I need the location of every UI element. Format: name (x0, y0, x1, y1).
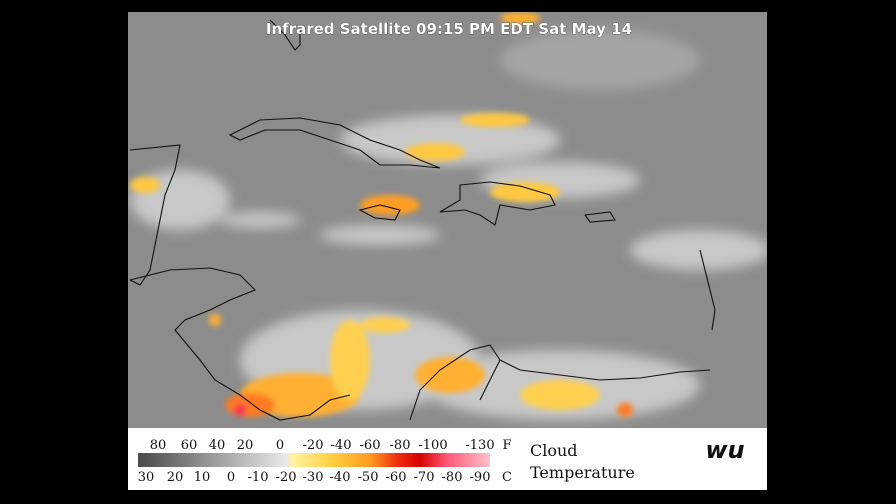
fahrenheit-label: -100 (418, 438, 447, 453)
fahrenheit-label: 60 (181, 438, 198, 453)
fahrenheit-label: -20 (303, 438, 324, 453)
celsius-label: -70 (414, 470, 435, 485)
celsius-label: -50 (358, 470, 379, 485)
legend-caption: Cloud (530, 441, 578, 460)
logo: wu (705, 436, 744, 464)
celsius-label: 30 (138, 470, 155, 485)
color-scale (138, 453, 490, 467)
fahrenheit-label: -60 (360, 438, 381, 453)
image-title: Infrared Satellite 09:15 PM EDT Sat May … (266, 20, 632, 38)
celsius-label: -20 (276, 470, 297, 485)
celsius-label: -10 (248, 470, 269, 485)
satellite-image (128, 12, 767, 428)
legend: Cloud Temperature wu (128, 428, 767, 490)
fahrenheit-label: -40 (331, 438, 352, 453)
coastlines (129, 19, 716, 421)
celsius-label: 0 (227, 470, 235, 485)
celsius-unit: C (502, 470, 512, 485)
legend-caption: Temperature (530, 463, 635, 482)
celsius-label: -90 (470, 470, 491, 485)
celsius-label: 20 (167, 470, 184, 485)
fahrenheit-label: 80 (150, 438, 167, 453)
celsius-label: -40 (330, 470, 351, 485)
fahrenheit-label: 40 (209, 438, 226, 453)
fahrenheit-unit: F (502, 438, 511, 453)
fahrenheit-label: -80 (390, 438, 411, 453)
celsius-label: -60 (386, 470, 407, 485)
fahrenheit-label: 20 (237, 438, 254, 453)
fahrenheit-label: 0 (276, 438, 284, 453)
celsius-label: -30 (303, 470, 324, 485)
fahrenheit-label: -130 (465, 438, 494, 453)
celsius-label: -80 (442, 470, 463, 485)
celsius-label: 10 (194, 470, 211, 485)
